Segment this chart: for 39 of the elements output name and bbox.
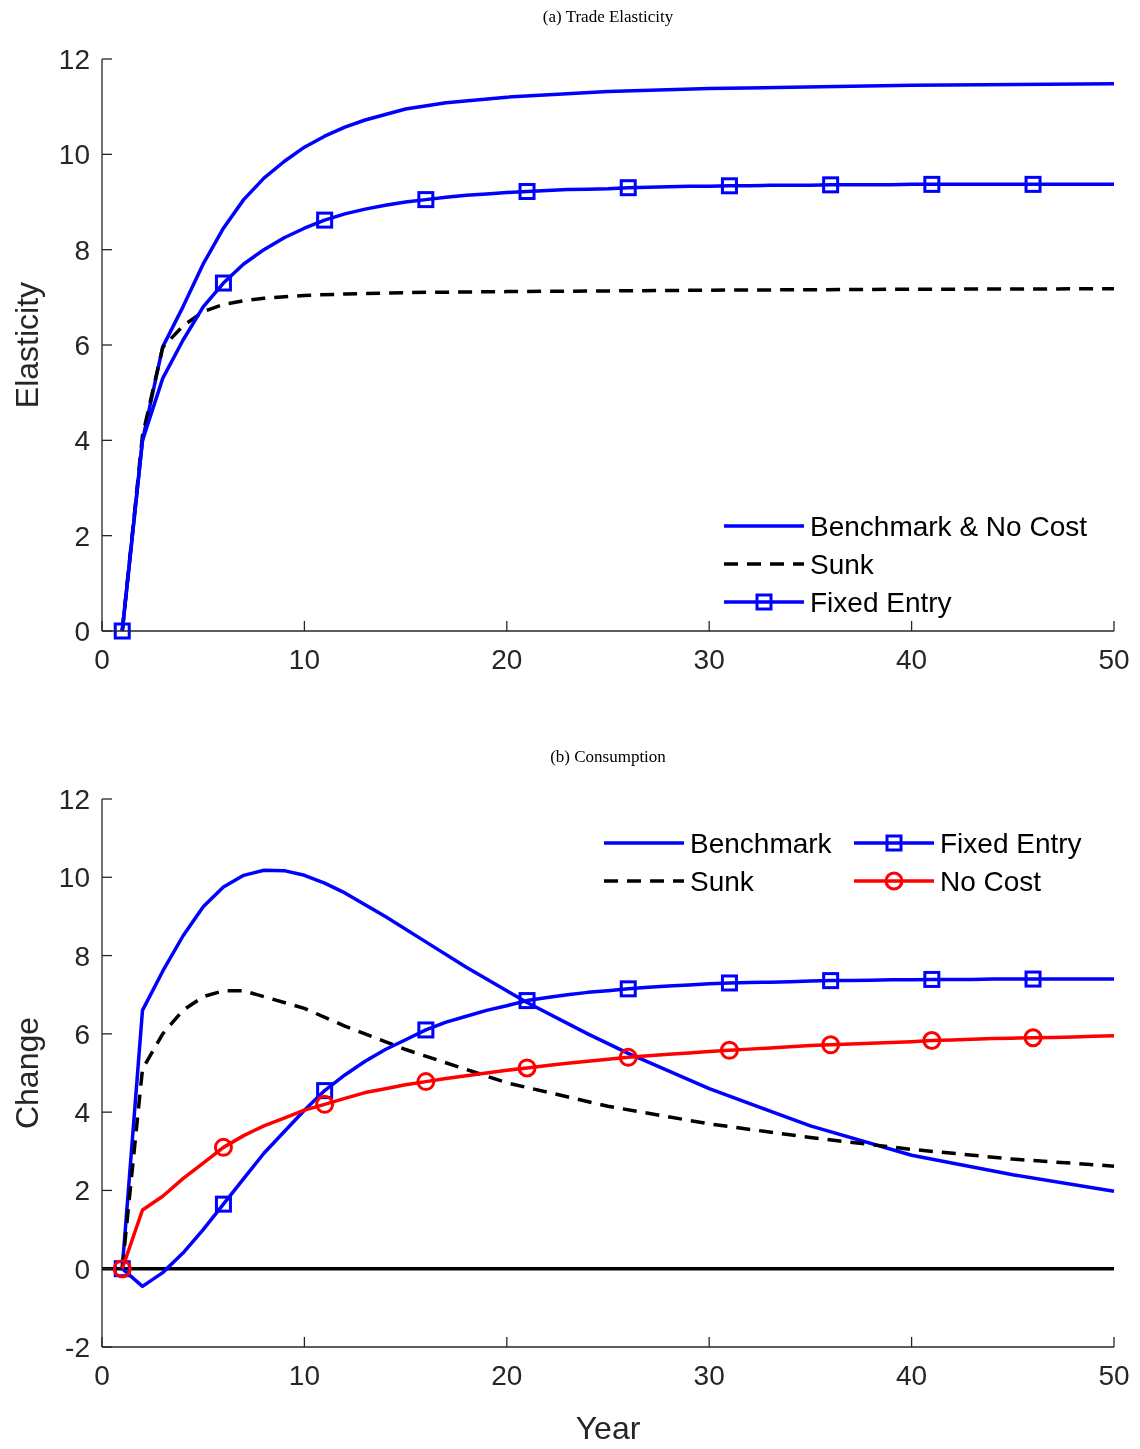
legend-label: No Cost bbox=[940, 866, 1042, 897]
legend-label: Sunk bbox=[690, 866, 755, 897]
legend-label: Sunk bbox=[810, 549, 875, 580]
x-tick-label: 30 bbox=[693, 1360, 725, 1391]
x-tick-label: 10 bbox=[288, 644, 320, 675]
y-tick-label: -2 bbox=[65, 1332, 90, 1363]
y-tick-label: 0 bbox=[74, 616, 90, 647]
y-tick-label: 12 bbox=[58, 784, 90, 815]
x-tick-label: 30 bbox=[693, 644, 725, 675]
y-axis-title: Change bbox=[9, 1016, 45, 1130]
chart-title: (b) Consumption bbox=[550, 747, 667, 766]
y-tick-label: 4 bbox=[74, 1097, 90, 1129]
x-tick-label: 0 bbox=[94, 644, 110, 675]
x-tick-label: 10 bbox=[288, 1360, 320, 1391]
x-tick-label: 50 bbox=[1098, 1360, 1130, 1391]
legend-label: Benchmark bbox=[690, 828, 833, 859]
x-tick-label: 20 bbox=[491, 1360, 523, 1391]
y-tick-label: 10 bbox=[58, 139, 90, 171]
chart-title: (a) Trade Elasticity bbox=[542, 7, 674, 26]
x-tick-label: 0 bbox=[94, 1360, 110, 1391]
x-tick-label: 20 bbox=[491, 644, 523, 675]
y-tick-label: 6 bbox=[74, 330, 90, 361]
y-tick-label: 2 bbox=[74, 1175, 90, 1207]
y-tick-label: 8 bbox=[74, 940, 90, 972]
y-tick-label: 8 bbox=[74, 234, 90, 266]
x-tick-label: 40 bbox=[896, 644, 928, 675]
y-tick-label: 4 bbox=[74, 425, 90, 457]
legend-label: Benchmark & No Cost bbox=[810, 511, 1088, 542]
y-axis-title: Elasticity bbox=[9, 281, 45, 409]
y-tick-label: 2 bbox=[74, 520, 90, 552]
y-tick-label: 0 bbox=[74, 1253, 90, 1285]
x-tick-label: 50 bbox=[1098, 644, 1130, 675]
y-tick-label: 10 bbox=[58, 862, 90, 894]
y-tick-label: 6 bbox=[74, 1018, 90, 1050]
y-tick-label: 12 bbox=[58, 44, 90, 75]
x-tick-label: 40 bbox=[896, 1360, 928, 1391]
legend-label: Fixed Entry bbox=[810, 587, 952, 618]
legend-label: Fixed Entry bbox=[940, 828, 1082, 859]
x-axis-title: Year bbox=[575, 1410, 641, 1446]
